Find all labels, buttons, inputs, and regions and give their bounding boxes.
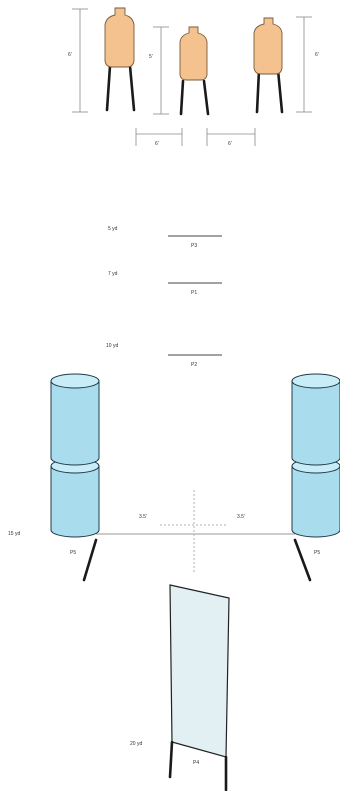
height-label-center: 5' xyxy=(149,54,153,60)
spacing-dimension-right xyxy=(206,128,256,146)
offset-label-right: 3.5' xyxy=(237,514,245,520)
height-dimension-left xyxy=(72,8,88,113)
target-center-post-right xyxy=(202,79,210,116)
target-center-silhouette xyxy=(179,26,208,81)
barrel-left-lower xyxy=(50,465,100,538)
barrel-stack-left xyxy=(50,373,100,582)
position-label-p2: P2 xyxy=(191,362,197,368)
offset-label-left: 3.5' xyxy=(139,514,147,520)
target-right xyxy=(253,17,284,114)
distance-label-10yd: 10 yd xyxy=(106,343,118,349)
barrel-stack-right xyxy=(291,373,340,582)
target-center-post-left xyxy=(179,79,185,116)
height-dimension-center xyxy=(153,26,169,115)
position-label-p4: P4 xyxy=(193,760,199,766)
target-center xyxy=(179,26,210,116)
distance-label-5yd: 5 yd xyxy=(108,226,118,232)
barrel-right-upper xyxy=(291,380,340,466)
target-right-post-right xyxy=(276,68,284,114)
distance-label-15yd: 15 yd xyxy=(8,531,20,537)
position-label-p1: P1 xyxy=(191,290,197,296)
distance-label-7yd: 7 yd xyxy=(108,271,118,277)
barrel-left-upper xyxy=(50,380,100,466)
spacing-dimension-left xyxy=(135,128,183,146)
height-label-right: 6' xyxy=(315,52,319,58)
target-left xyxy=(104,7,136,112)
spacing-label-right: 6' xyxy=(228,141,232,147)
height-label-left: 6' xyxy=(68,52,72,58)
height-dimension-right xyxy=(296,16,312,113)
barricade-wall xyxy=(168,584,230,791)
position-label-p5-left: P5 xyxy=(70,550,76,556)
position-label-p5-right: P5 xyxy=(314,550,320,556)
distance-label-20yd: 20 yd xyxy=(130,741,142,747)
barrel-right-lower xyxy=(291,465,340,538)
target-left-post-left xyxy=(105,64,112,112)
center-crosshair xyxy=(160,490,228,574)
target-right-silhouette xyxy=(253,17,283,75)
target-left-silhouette xyxy=(104,7,135,68)
spacing-label-left: 6' xyxy=(155,141,159,147)
target-right-post-left xyxy=(255,68,261,114)
target-left-post-right xyxy=(128,64,136,112)
position-label-p3: P3 xyxy=(191,243,197,249)
